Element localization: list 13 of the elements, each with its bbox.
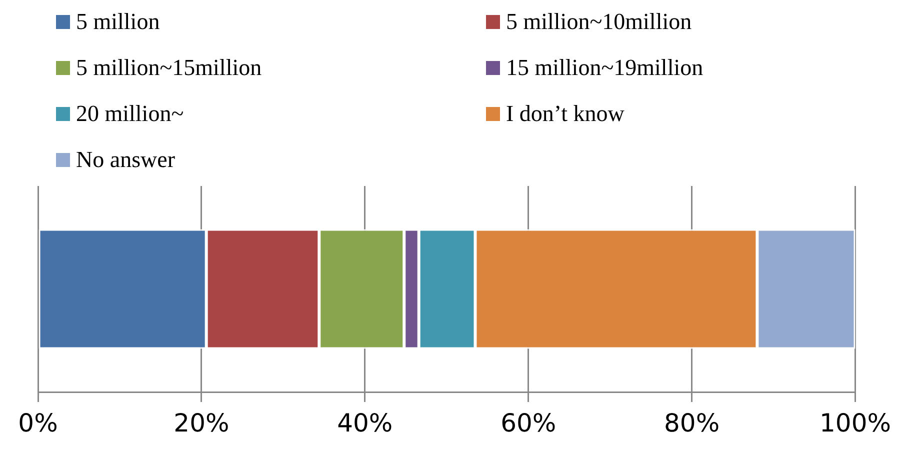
legend-label: 15 million~19million bbox=[506, 55, 704, 81]
legend-label: No answer bbox=[76, 147, 175, 173]
x-tick-label: 20% bbox=[174, 408, 230, 438]
x-tick-label: 100% bbox=[820, 408, 892, 438]
legend-label: 5 million bbox=[76, 9, 160, 35]
legend-label: 20 million~ bbox=[76, 101, 184, 127]
legend-label: I don’t know bbox=[506, 101, 624, 127]
x-tick-label: 80% bbox=[664, 408, 720, 438]
legend-label: 5 million~10million bbox=[506, 9, 692, 35]
x-tick-label: 60% bbox=[500, 408, 556, 438]
x-tick-label: 0% bbox=[18, 408, 58, 438]
legend-label: 5 million~15million bbox=[76, 55, 262, 81]
x-tick-label: 40% bbox=[337, 408, 393, 438]
